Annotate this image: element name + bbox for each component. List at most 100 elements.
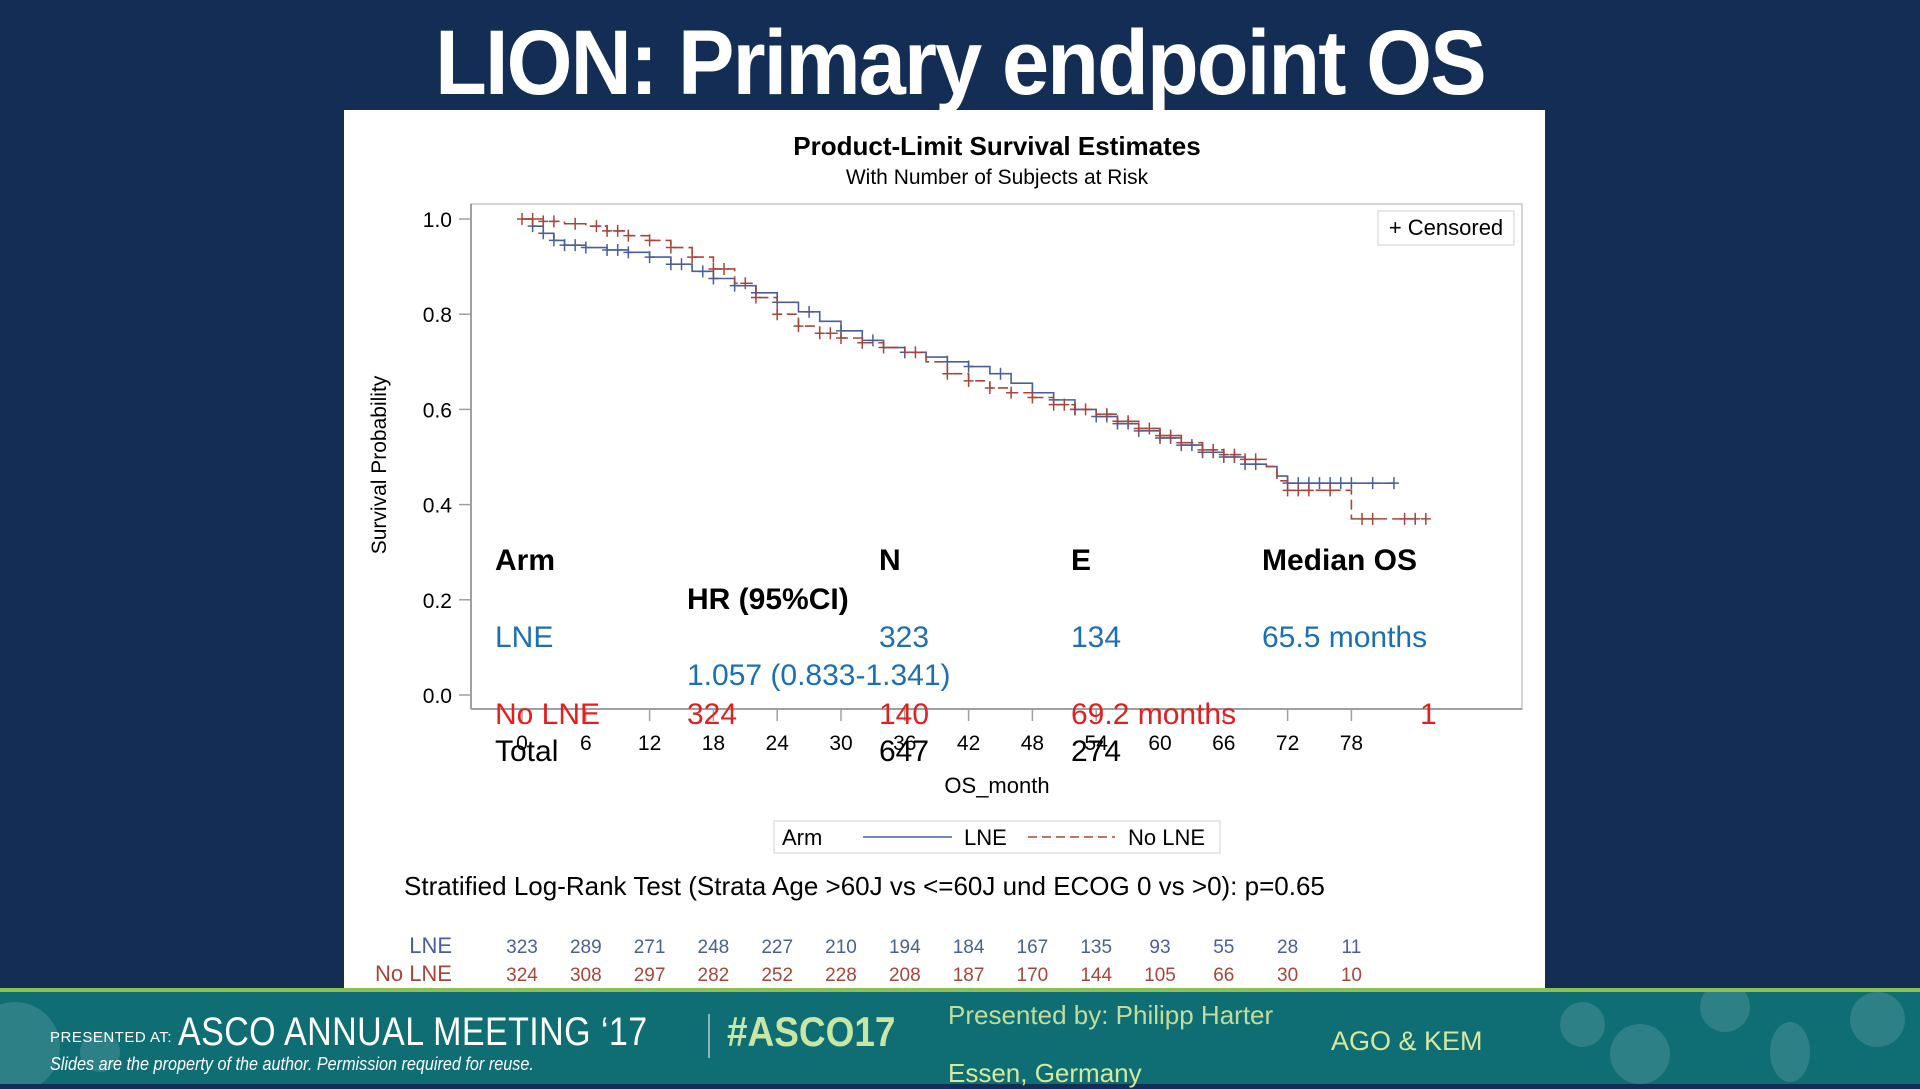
at-risk-value: 144 <box>1080 965 1112 986</box>
row-lne-median: 65.5 months <box>1262 621 1427 654</box>
at-risk-value: 194 <box>889 937 921 958</box>
at-risk-value: 271 <box>634 937 666 958</box>
at-risk-value: 30 <box>1277 965 1298 986</box>
meeting-hashtag: #ASCO17 <box>727 1008 896 1055</box>
censor-mark <box>772 308 783 321</box>
censor-mark <box>665 258 676 271</box>
censor-mark <box>1325 484 1336 497</box>
x-ticks: 0 6 12 18 24 30 36 42 48 54 60 66 72 78 <box>516 709 1363 755</box>
censor-mark <box>1123 415 1134 428</box>
x-tick-label: 66 <box>1212 732 1235 755</box>
censor-mark <box>878 341 889 354</box>
censored-legend-box <box>1377 210 1515 246</box>
row-nolne-hr: 1 <box>1420 698 1437 731</box>
rights-notice: Slides are the property of the author. P… <box>50 1054 534 1074</box>
y-tick-label: 0.8 <box>423 304 452 327</box>
censor-mark <box>548 234 559 247</box>
y-tick-label: 0.2 <box>423 590 452 613</box>
censor-mark <box>1133 422 1144 435</box>
censor-mark <box>602 243 613 256</box>
at-risk-value: 227 <box>761 937 793 958</box>
censor-mark <box>1293 484 1304 497</box>
at-risk-value: 170 <box>1017 965 1049 986</box>
censor-mark <box>1229 448 1240 461</box>
censor-mark <box>602 224 613 237</box>
header-median: Median OS <box>1262 544 1417 577</box>
at-risk-value: 55 <box>1213 937 1234 958</box>
censor-mark <box>517 213 527 225</box>
censor-mark <box>527 213 538 225</box>
censor-mark <box>1080 403 1091 416</box>
affiliation: AGO & KEM <box>1331 1026 1483 1056</box>
row-nolne-median: 69.2 months <box>1071 698 1236 731</box>
censored-legend-label: + Censored <box>1389 215 1503 240</box>
censor-mark <box>1388 477 1399 490</box>
at-risk-value: 297 <box>634 965 666 986</box>
censor-mark <box>1357 512 1368 525</box>
censor-mark <box>719 262 730 275</box>
at-risk-value: 28 <box>1277 937 1298 958</box>
censor-mark <box>1101 408 1112 421</box>
censor-mark <box>793 320 804 333</box>
header-hr: HR (95%CI) <box>687 583 849 616</box>
censor-mark <box>1186 439 1197 452</box>
censor-mark <box>836 332 846 344</box>
x-tick-label: 36 <box>893 732 916 755</box>
censor-mark <box>570 217 581 230</box>
censor-mark <box>1112 415 1123 428</box>
censor-mark <box>1006 386 1017 399</box>
censor-mark <box>1250 453 1261 466</box>
chart-title: Product-Limit Survival Estimates <box>793 131 1200 161</box>
row-lne-arm: LNE <box>495 621 553 654</box>
y-tick-label: 0.4 <box>423 495 453 518</box>
at-risk-value: 248 <box>698 937 730 958</box>
x-tick-label: 72 <box>1276 732 1299 755</box>
row-total-e: 274 <box>1071 735 1121 768</box>
x-tick-label: 60 <box>1148 732 1171 755</box>
slide-title: LION: Primary endpoint OS <box>435 12 1487 114</box>
censor-mark <box>750 291 761 304</box>
censor-mark <box>1208 443 1219 456</box>
x-tick-label: 54 <box>1085 732 1109 755</box>
row-lne-n: 323 <box>879 621 929 654</box>
at-risk-value: 228 <box>825 965 857 986</box>
censor-mark <box>1367 512 1378 525</box>
at-risk-value: 184 <box>953 937 985 958</box>
row-nolne-arm: No LNE <box>495 698 600 731</box>
censor-mark <box>1155 429 1165 442</box>
censor-mark <box>963 374 974 387</box>
at-risk-value: 323 <box>506 937 538 958</box>
presenter-name: Presented by: Philipp Harter <box>948 1000 1274 1030</box>
presenter-location: Essen, Germany <box>948 1058 1142 1088</box>
censor-mark <box>1176 436 1187 449</box>
at-risk-value: 11 <box>1342 937 1362 958</box>
row-total-n: 647 <box>879 735 929 768</box>
row-nolne-e: 140 <box>879 698 929 731</box>
at-risk-value: 10 <box>1341 965 1362 986</box>
survival-curves <box>517 213 1431 525</box>
row-lne-e: 134 <box>1071 621 1121 654</box>
atrisk-label-lne: LNE <box>409 933 452 958</box>
censor-mark <box>708 262 719 275</box>
x-tick-label: 0 <box>516 732 528 755</box>
censor-mark <box>910 346 921 359</box>
at-risk-value: 308 <box>570 965 602 986</box>
at-risk-value: 252 <box>761 965 793 986</box>
censor-mark <box>814 327 825 340</box>
y-tick-label: 1.0 <box>423 209 452 232</box>
y-ticks: 0.0 0.2 0.4 0.6 0.8 1.0 <box>423 209 471 708</box>
x-tick-label: 42 <box>957 732 980 755</box>
censor-mark <box>1069 403 1080 416</box>
km-chart: Product-Limit Survival Estimates With Nu… <box>368 131 1523 986</box>
censor-mark <box>538 227 549 240</box>
footer-divider <box>708 1014 710 1058</box>
censor-mark <box>1399 512 1410 525</box>
censor-mark <box>740 277 751 290</box>
censor-mark <box>857 336 868 349</box>
censor-mark <box>1059 398 1070 411</box>
at-risk-value: 135 <box>1080 937 1112 958</box>
x-tick-label: 24 <box>766 732 790 755</box>
at-risk-value: 210 <box>825 937 857 958</box>
row-lne-hr: 1.057 (0.833-1.341) <box>687 659 951 692</box>
logrank-text: Stratified Log-Rank Test (Strata Age >60… <box>404 871 1325 901</box>
